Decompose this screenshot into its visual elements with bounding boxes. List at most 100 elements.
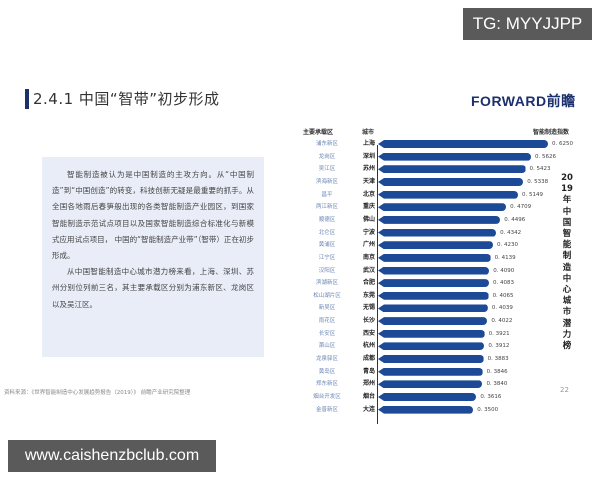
value-label: 0. 3616	[480, 394, 502, 400]
bar	[378, 253, 491, 262]
zone-label: 浦东新区	[315, 141, 338, 147]
city-label: 青岛	[363, 367, 376, 375]
city-column-header: 城市	[362, 129, 375, 136]
zone-label: 烟台开发区	[313, 394, 341, 400]
city-label: 重庆	[363, 203, 376, 211]
bar	[378, 291, 489, 300]
bar	[378, 367, 483, 376]
chart-row: 龙泉驿区 成都 0. 3883	[297, 353, 557, 365]
summary-paragraph-2: 从中国智能制造中心城市潜力榜来看，上海、深圳、苏州分别位列前三名，其主要承载区分…	[52, 267, 254, 309]
city-label: 佛山	[363, 215, 376, 223]
value-label: 0. 5423	[529, 166, 551, 173]
zone-label: 郑东新区	[315, 381, 338, 388]
value-label: 0. 4139	[494, 254, 516, 261]
chart-axis-line	[377, 145, 378, 424]
bar	[378, 266, 490, 275]
city-label: 大连	[363, 405, 376, 413]
value-label: 0. 4065	[492, 292, 514, 299]
value-label: 0. 3846	[486, 368, 508, 375]
value-label: 0. 5338	[527, 178, 549, 185]
city-label: 武汉	[363, 266, 376, 274]
slide-title: 2.4.1 中国“智带”初步形成	[33, 90, 220, 108]
city-label: 上海	[363, 140, 376, 147]
city-label: 东莞	[363, 291, 376, 299]
bar	[378, 279, 490, 288]
city-label: 杭州	[363, 342, 376, 350]
zone-label: 龙泉驿区	[315, 356, 338, 363]
chart-row: 滨湖新区 合肥 0. 4083	[297, 277, 557, 289]
zone-label: 北仑区	[318, 229, 336, 236]
chart-row: 顺德区 佛山 0. 4496	[297, 214, 557, 226]
chart-row: 汉阳区 武汉 0. 4090	[297, 265, 557, 277]
value-label: 0. 4039	[491, 305, 513, 312]
bar	[378, 317, 488, 326]
summary-textbox: 智能制造被认为是中国制造的主攻方向。从“中国制造”到“中国创造”的转变，科技创新…	[42, 157, 264, 357]
chart-row: 吴江区 苏州 0. 5423	[297, 163, 557, 175]
value-label: 0. 5149	[522, 191, 544, 198]
bar	[378, 342, 485, 351]
value-column-header: 智能制造指数	[533, 129, 570, 136]
chart-row: 新吴区 无锡 0. 4039	[297, 302, 557, 314]
bar	[378, 304, 488, 313]
value-label: 0. 4230	[497, 242, 519, 249]
bar	[378, 165, 526, 174]
value-label: 0. 3500	[477, 406, 499, 413]
summary-paragraph-1: 智能制造被认为是中国制造的主攻方向。从“中国制造”到“中国创造”的转变，科技创新…	[52, 170, 254, 261]
bar	[378, 228, 497, 237]
zone-column-header: 主要承载区	[303, 129, 334, 136]
chart-row: 滨海新区 天津 0. 5338	[297, 176, 557, 188]
value-label: 0. 4090	[493, 267, 515, 274]
bar	[378, 190, 519, 199]
chart-row: 萧山区 杭州 0. 3912	[297, 340, 557, 352]
city-label: 天津	[363, 177, 376, 185]
site-watermark-badge: www.caishenzbclub.com	[8, 440, 216, 472]
zone-label: 黄岛区	[318, 368, 336, 375]
bar	[378, 203, 507, 212]
city-label: 广州	[363, 241, 376, 249]
zone-label: 吴江区	[318, 166, 336, 173]
zone-label: 黄浦区	[318, 242, 336, 249]
value-label: 0. 3912	[488, 343, 510, 350]
zone-label: 滨海新区	[315, 178, 338, 185]
chart-row: 黄岛区 青岛 0. 3846	[297, 366, 557, 378]
city-label: 成都	[363, 355, 376, 363]
value-label: 0. 4709	[510, 204, 532, 211]
title-accent-bar	[25, 89, 29, 109]
city-label: 南京	[363, 253, 376, 261]
report-slide: 2.4.1 中国“智带”初步形成 FORWARD前瞻 智能制造被认为是中国制造的…	[0, 60, 600, 424]
chart-title-vertical: 2019年中国智能制造中心城市潜力榜	[561, 173, 573, 352]
city-label: 北京	[363, 190, 376, 198]
zone-label: 金普新区	[315, 406, 338, 413]
chart-row: 长安区 西安 0. 3921	[297, 328, 557, 340]
zone-label: 汉阳区	[318, 267, 336, 274]
chart-row: 松山湖片区 东莞 0. 4065	[297, 290, 557, 302]
bar	[378, 215, 501, 224]
zone-label: 昌平	[321, 191, 333, 198]
chart-row: 北仑区 宁波 0. 4342	[297, 227, 557, 239]
zone-label: 两江新区	[315, 204, 338, 211]
city-label: 长沙	[363, 317, 376, 325]
value-label: 0. 4083	[493, 280, 515, 287]
bar	[378, 405, 474, 414]
zone-label: 雨花区	[318, 318, 336, 325]
zone-label: 龙岗区	[318, 153, 336, 160]
bar	[378, 380, 483, 389]
zone-label: 长安区	[318, 330, 336, 337]
value-label: 0. 4342	[500, 229, 522, 236]
chart-row: 两江新区 重庆 0. 4709	[297, 201, 557, 213]
value-label: 0. 3921	[488, 330, 510, 337]
chart-row: 黄浦区 广州 0. 4230	[297, 239, 557, 251]
zone-label: 新吴区	[318, 305, 336, 312]
chart-row: 龙岗区 深圳 0. 5626	[297, 151, 557, 163]
value-label: 0. 5626	[535, 153, 557, 160]
city-label: 无锡	[363, 304, 376, 312]
city-label: 西安	[363, 329, 376, 337]
chart-row: 昌平 北京 0. 5149	[297, 189, 557, 201]
city-label: 深圳	[363, 152, 376, 160]
chart-row: 雨花区 长沙 0. 4022	[297, 315, 557, 327]
bar	[378, 355, 484, 364]
zone-label: 顺德区	[318, 216, 336, 223]
bar	[378, 177, 524, 186]
city-label: 合肥	[363, 279, 376, 287]
zone-label: 松山湖片区	[313, 292, 341, 299]
